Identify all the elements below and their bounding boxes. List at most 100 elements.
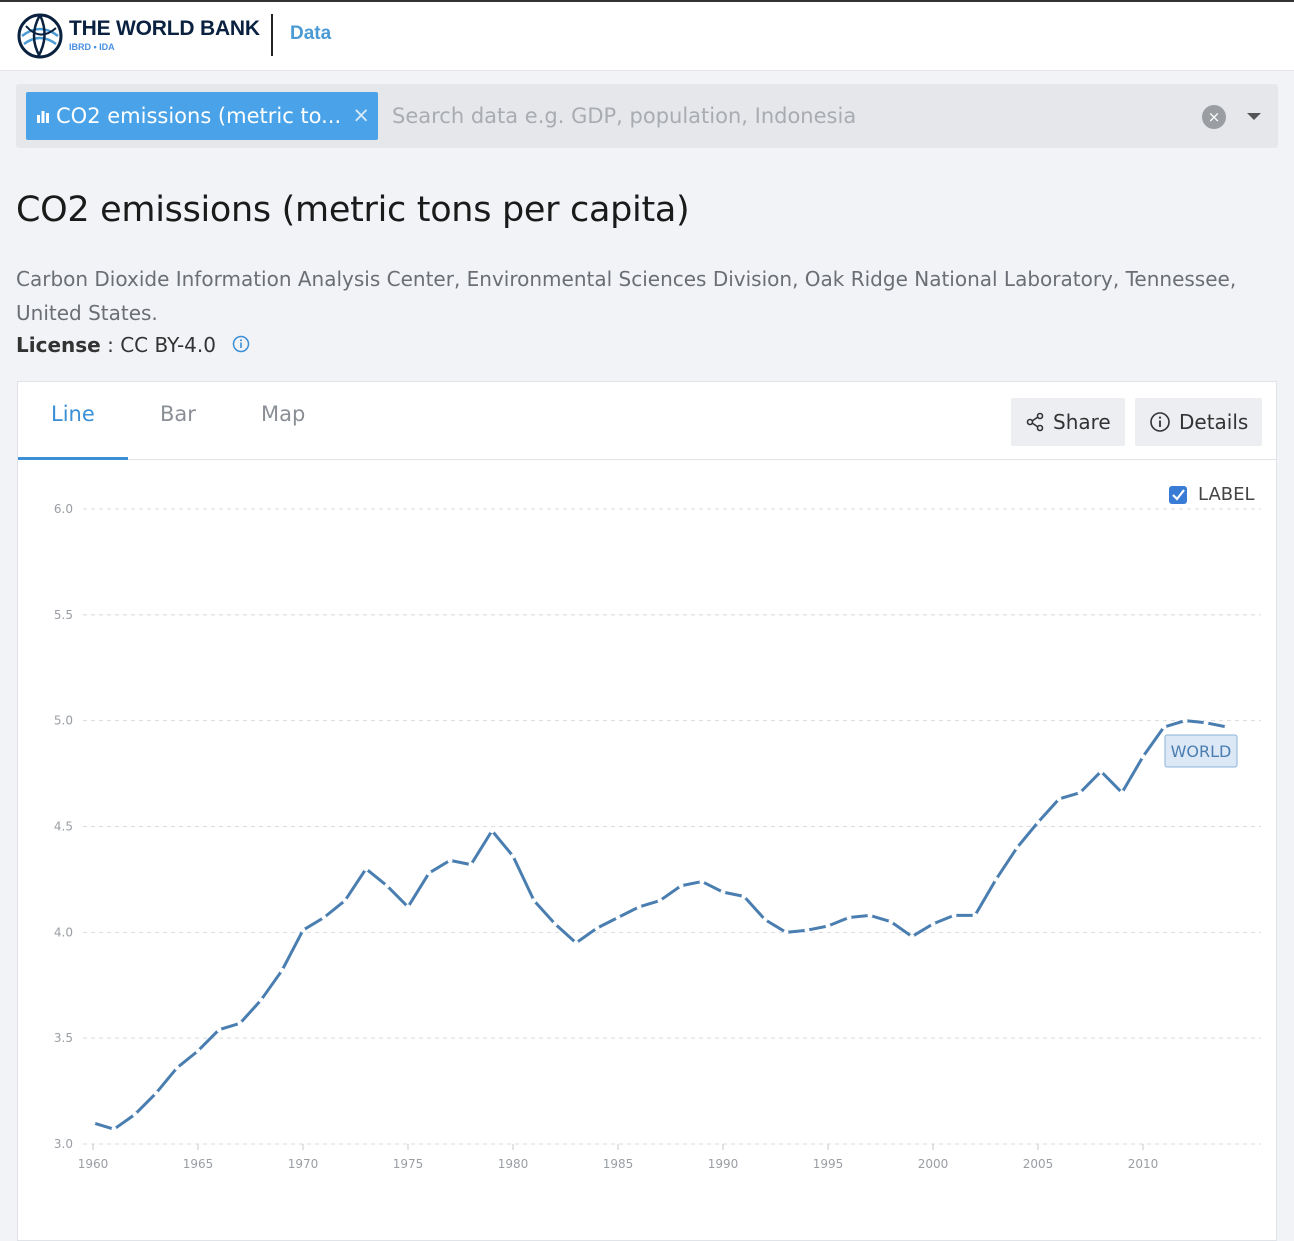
- data-point[interactable]: [699, 879, 705, 885]
- data-point[interactable]: [1161, 724, 1167, 730]
- data-point[interactable]: [489, 828, 495, 834]
- label-toggle-text: LABEL: [1198, 484, 1255, 505]
- details-button[interactable]: Details: [1135, 398, 1263, 446]
- data-point[interactable]: [678, 883, 684, 889]
- data-point[interactable]: [594, 925, 600, 931]
- data-point[interactable]: [1224, 724, 1230, 730]
- data-point[interactable]: [405, 904, 411, 910]
- data-point[interactable]: [867, 912, 873, 918]
- data-point[interactable]: [1203, 720, 1209, 726]
- data-point[interactable]: [363, 866, 369, 872]
- data-point[interactable]: [1182, 718, 1188, 724]
- data-point[interactable]: [972, 912, 978, 918]
- share-label: Share: [1053, 410, 1111, 434]
- chip-label: CO2 emissions (metric to...: [56, 104, 342, 128]
- selected-indicator-chip[interactable]: CO2 emissions (metric to... ×: [26, 92, 378, 140]
- top-bar: THE WORLD BANK IBRD • IDA Data: [0, 0, 1294, 71]
- data-point[interactable]: [720, 889, 726, 895]
- data-point[interactable]: [258, 997, 264, 1003]
- data-point[interactable]: [930, 921, 936, 927]
- data-point[interactable]: [321, 915, 327, 921]
- data-point[interactable]: [636, 904, 642, 910]
- series-world: [90, 718, 1230, 1132]
- checkmark-icon: [1172, 489, 1185, 501]
- x-axis-ticks: 1960 1965 1970 1975 1980 1985 1990 1995 2000 2005…: [78, 1144, 1158, 1171]
- data-point[interactable]: [174, 1065, 180, 1071]
- data-point[interactable]: [468, 862, 474, 868]
- data-point[interactable]: [1119, 790, 1125, 796]
- data-point[interactable]: [552, 921, 558, 927]
- tab-line[interactable]: Line: [51, 402, 95, 426]
- label-toggle[interactable]: LABEL: [1169, 484, 1255, 505]
- data-section-link[interactable]: Data: [290, 23, 332, 44]
- data-point[interactable]: [825, 923, 831, 929]
- data-point[interactable]: [90, 1120, 96, 1126]
- y-tick-label: 4.0: [54, 925, 73, 939]
- data-point[interactable]: [615, 915, 621, 921]
- source-text: Carbon Dioxide Information Analysis Cent…: [16, 262, 1276, 330]
- data-point[interactable]: [804, 927, 810, 933]
- source-link[interactable]: Carbon Dioxide Information Analysis Cent…: [16, 267, 1237, 325]
- data-point[interactable]: [1014, 845, 1020, 851]
- clear-search-button[interactable]: ×: [1202, 105, 1226, 129]
- license-separator: :: [100, 333, 121, 357]
- brand[interactable]: THE WORLD BANK IBRD • IDA: [69, 17, 260, 52]
- brand-subtitle: IBRD • IDA: [69, 42, 115, 52]
- label-checkbox[interactable]: [1169, 486, 1187, 504]
- data-point[interactable]: [783, 929, 789, 935]
- chevron-down-icon[interactable]: [1247, 113, 1261, 120]
- data-point[interactable]: [531, 898, 537, 904]
- search-input[interactable]: [390, 98, 1170, 134]
- x-tick-label: 1975: [393, 1157, 424, 1171]
- page-title: CO2 emissions (metric tons per capita): [16, 190, 690, 230]
- chip-remove-button[interactable]: ×: [352, 103, 370, 127]
- x-tick-label: 2005: [1023, 1157, 1054, 1171]
- tab-bar[interactable]: Bar: [160, 402, 196, 426]
- data-point[interactable]: [510, 853, 516, 859]
- world-bank-globe-icon[interactable]: [16, 12, 64, 60]
- x-tick-label: 1985: [603, 1157, 634, 1171]
- search-bar: CO2 emissions (metric to... × ×: [16, 84, 1278, 148]
- data-point[interactable]: [111, 1126, 117, 1132]
- x-tick-label: 1990: [708, 1157, 739, 1171]
- y-tick-label: 5.0: [54, 714, 73, 728]
- data-point[interactable]: [573, 940, 579, 946]
- x-tick-label: 1995: [813, 1157, 844, 1171]
- data-point[interactable]: [195, 1048, 201, 1054]
- data-point[interactable]: [657, 898, 663, 904]
- data-point[interactable]: [279, 967, 285, 973]
- data-point[interactable]: [951, 912, 957, 918]
- data-point[interactable]: [1098, 768, 1104, 774]
- y-tick-label: 6.0: [54, 502, 73, 516]
- data-point[interactable]: [993, 876, 999, 882]
- data-point[interactable]: [888, 919, 894, 925]
- tab-map[interactable]: Map: [261, 402, 306, 426]
- share-button[interactable]: Share: [1011, 398, 1125, 446]
- x-tick-label: 1965: [183, 1157, 214, 1171]
- y-tick-label: 3.5: [54, 1031, 73, 1045]
- data-point[interactable]: [846, 915, 852, 921]
- info-circle-icon: [1150, 412, 1170, 432]
- data-point[interactable]: [153, 1090, 159, 1096]
- data-point[interactable]: [1140, 754, 1146, 760]
- data-point[interactable]: [426, 870, 432, 876]
- data-point[interactable]: [237, 1020, 243, 1026]
- share-icon: [1026, 412, 1044, 432]
- data-point[interactable]: [132, 1111, 138, 1117]
- data-point[interactable]: [1056, 796, 1062, 802]
- data-point[interactable]: [384, 883, 390, 889]
- info-icon[interactable]: [232, 335, 250, 353]
- series-label-world: WORLD: [1164, 734, 1238, 768]
- data-point[interactable]: [1077, 790, 1083, 796]
- data-point[interactable]: [1035, 819, 1041, 825]
- chart-card: Line Bar Map Share Details 3.0 3.5 4.0 4.: [17, 381, 1277, 1241]
- data-point[interactable]: [741, 893, 747, 899]
- details-label: Details: [1179, 410, 1249, 434]
- data-point[interactable]: [216, 1027, 222, 1033]
- data-point[interactable]: [762, 917, 768, 923]
- data-point[interactable]: [447, 857, 453, 863]
- data-point[interactable]: [342, 898, 348, 904]
- data-point[interactable]: [909, 934, 915, 940]
- x-tick-label: 2000: [918, 1157, 949, 1171]
- data-point[interactable]: [300, 927, 306, 933]
